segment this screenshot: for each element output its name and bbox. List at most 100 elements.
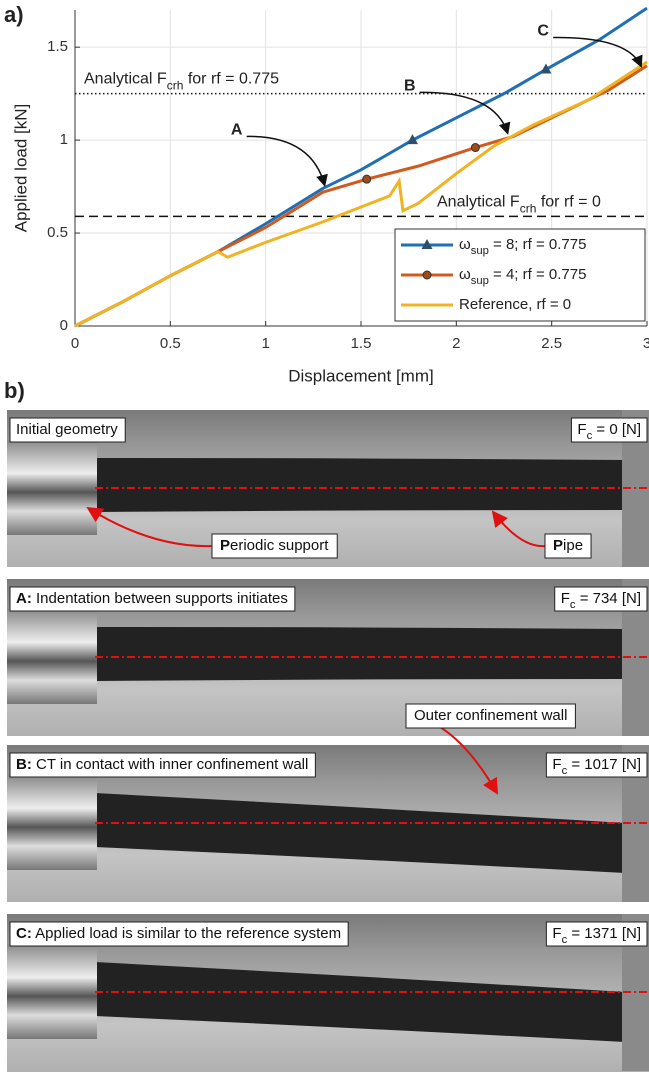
text-part: c [587, 430, 593, 442]
text-part: = 8; rf = 0.775 [489, 236, 587, 253]
support [7, 944, 97, 1039]
caption-box [9, 417, 126, 443]
callout-arrow [86, 506, 213, 548]
text-part: for rf = 0 [536, 194, 601, 211]
legend-marker [422, 270, 432, 280]
annotation-arrow [419, 91, 511, 135]
legend-label: ωsup = 4; rf = 0.775 [459, 266, 586, 287]
pipe [95, 627, 625, 681]
series-line [74, 60, 648, 328]
marker [540, 63, 552, 74]
text-part: P [553, 537, 563, 554]
reference-label: Analytical Fcrh for rf = 0.775 [84, 71, 279, 93]
text-part: for rf = 0.775 [183, 71, 279, 88]
pipe [95, 962, 625, 1042]
caption-box [9, 586, 296, 612]
photo-caption: Initial geometry [16, 421, 118, 438]
callout-label: Pipe [553, 537, 583, 554]
force-box [554, 586, 648, 612]
text-part: = 4; rf = 0.775 [489, 266, 587, 283]
callout-label: Periodic support [220, 537, 329, 554]
text-part: ipe [563, 537, 583, 554]
force-label: Fc = 1371 [N] [552, 925, 641, 946]
x-axis-label: Displacement [mm] [288, 366, 433, 385]
annotation-arrow [246, 135, 328, 187]
caption-box [9, 752, 316, 778]
callout-arrow [491, 510, 546, 548]
force-label: Fc = 0 [N] [577, 421, 641, 442]
text-part: = 734 [N] [576, 590, 641, 607]
marker [470, 143, 480, 153]
text-part: Indentation between supports initiates [32, 590, 288, 607]
text-part: F [577, 421, 586, 438]
pipe [95, 458, 625, 512]
panel-label: a) [4, 2, 24, 27]
callout-box [211, 533, 338, 559]
force-box [545, 752, 648, 778]
text-part: sup [471, 245, 489, 257]
marker [406, 134, 418, 145]
y-tick-label: 1.5 [47, 38, 68, 55]
x-tick-label: 2 [452, 335, 460, 352]
x-tick-label: 1.5 [351, 335, 372, 352]
text-part: Initial geometry [16, 421, 118, 438]
callout-box [544, 533, 592, 559]
annotation-label: A [231, 122, 243, 139]
pipe [95, 793, 625, 873]
panel-label: b) [4, 378, 25, 403]
text-part: Outer confinement wall [414, 707, 567, 724]
legend-marker [421, 239, 433, 249]
text-part: A: [16, 590, 32, 607]
support [7, 775, 97, 870]
text-part: C: [16, 925, 32, 942]
x-tick-label: 1 [261, 335, 269, 352]
callout-box [405, 703, 576, 729]
x-tick-label: 0 [71, 335, 79, 352]
text-part: sup [471, 275, 489, 287]
x-tick-label: 3 [643, 335, 649, 352]
text-part: c [562, 934, 568, 946]
text-part: F [552, 925, 561, 942]
legend-label: Reference, rf = 0 [459, 296, 571, 313]
y-axis-label: Applied load [kN] [11, 104, 30, 233]
force-label: Fc = 734 [N] [561, 590, 641, 611]
text-part: F [561, 590, 570, 607]
text-part: crh [167, 79, 184, 93]
text-part: = 0 [N] [592, 421, 641, 438]
photo-caption: A: Indentation between supports initiate… [16, 590, 288, 607]
text-part: F [552, 756, 561, 773]
marker [362, 174, 372, 184]
annotation-label: B [404, 78, 416, 95]
callout-label: Outer confinement wall [414, 707, 567, 724]
annotation-label: C [537, 23, 549, 40]
text-part: Analytical F [84, 71, 167, 88]
force-box [570, 417, 648, 443]
y-tick-label: 0 [60, 317, 68, 334]
support [7, 440, 97, 535]
text-part: Applied load is similar to the reference… [32, 925, 341, 942]
legend-label: ωsup = 8; rf = 0.775 [459, 236, 586, 257]
force-box [545, 921, 648, 947]
text-part: = 1017 [N] [567, 756, 641, 773]
text-part: Analytical F [437, 194, 520, 211]
force-label: Fc = 1017 [N] [552, 756, 641, 777]
text-part: c [562, 765, 568, 777]
text-part: ω [459, 236, 471, 253]
x-tick-label: 2.5 [541, 335, 562, 352]
photo-caption: C: Applied load is similar to the refere… [16, 925, 341, 942]
annotation-arrow [553, 36, 643, 68]
text-part: c [570, 599, 576, 611]
text-part: P [220, 537, 230, 554]
text-part: eriodic support [230, 537, 329, 554]
text-part: B: [16, 756, 32, 773]
reference-label: Analytical Fcrh for rf = 0 [437, 194, 601, 216]
text-part: CT in contact with inner confinement wal… [32, 756, 309, 773]
y-tick-label: 0.5 [47, 224, 68, 241]
photo-caption: B: CT in contact with inner confinement … [16, 756, 308, 773]
x-tick-label: 0.5 [160, 335, 181, 352]
text-part: ω [459, 266, 471, 283]
support [7, 609, 97, 704]
text-part: crh [520, 202, 537, 216]
text-part: = 1371 [N] [567, 925, 641, 942]
